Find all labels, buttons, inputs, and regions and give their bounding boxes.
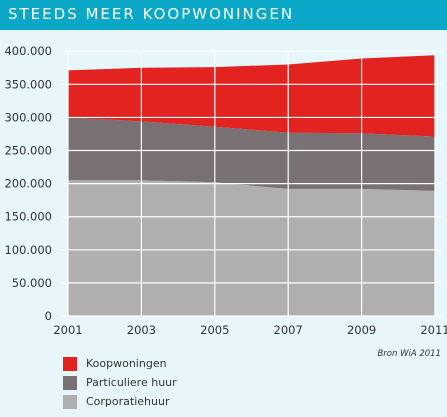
legend-item: Koopwoningen (63, 355, 177, 372)
legend: Koopwoningen Particuliere huur Corporatieh… (63, 355, 177, 412)
x-tick-label: 2003 (127, 323, 156, 337)
y-tick-label: 0 (45, 309, 52, 323)
x-tick-label: 2009 (347, 323, 376, 337)
area-koopwoningen (68, 55, 435, 137)
legend-swatch (63, 375, 77, 390)
x-tick-label: 2011 (420, 323, 447, 337)
source-note: Bron WiA 2011 (377, 349, 441, 359)
legend-item: Corporatiehuur (63, 393, 177, 410)
y-tick-label: 200.000 (4, 177, 52, 191)
y-tick-label: 400.000 (4, 44, 52, 58)
x-tick-label: 2007 (274, 323, 303, 337)
x-tick-label: 2001 (53, 323, 82, 337)
legend-swatch (63, 394, 77, 409)
y-tick-label: 350.000 (4, 77, 52, 91)
legend-label: Koopwoningen (86, 357, 167, 370)
area-corporatiehuur (68, 180, 435, 316)
area-particuliere-huur (68, 117, 435, 191)
legend-swatch (63, 356, 77, 371)
title-bar: STEEDS MEER KOOPWONINGEN (0, 0, 447, 30)
y-tick-label: 150.000 (4, 210, 52, 224)
y-tick-label: 50.000 (12, 276, 52, 290)
legend-item: Particuliere huur (63, 374, 177, 391)
legend-label: Corporatiehuur (86, 395, 170, 408)
y-tick-label: 100.000 (4, 243, 52, 257)
y-tick-label: 300.000 (4, 110, 52, 124)
y-tick-label: 250.000 (4, 144, 52, 158)
chart-title: STEEDS MEER KOOPWONINGEN (8, 5, 295, 23)
x-tick-label: 2005 (200, 323, 229, 337)
legend-label: Particuliere huur (86, 376, 177, 389)
